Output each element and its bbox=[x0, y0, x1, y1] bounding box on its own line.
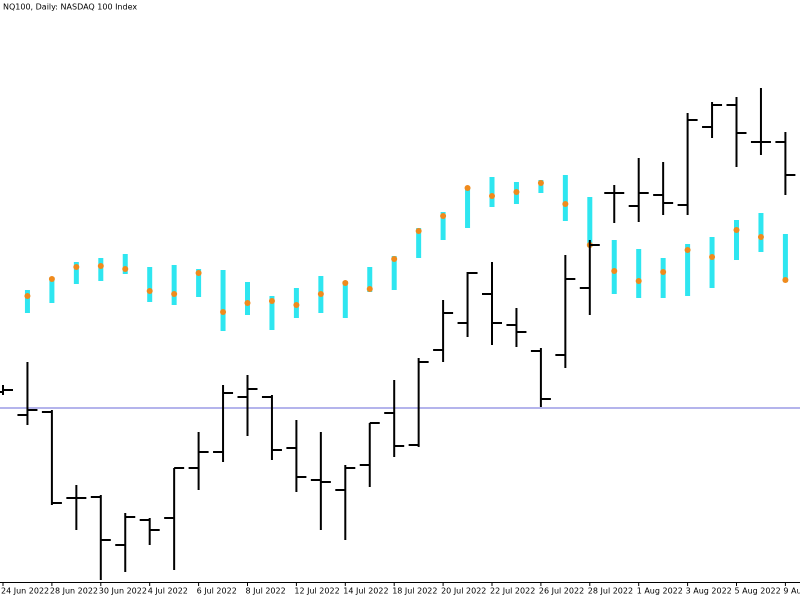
indicator-bar bbox=[538, 180, 544, 193]
indicator-dot bbox=[709, 254, 716, 260]
x-tick-label: 4 Jul 2022 bbox=[148, 587, 188, 596]
x-tick-label: 24 Jun 2022 bbox=[1, 587, 49, 596]
indicator-bar bbox=[122, 254, 128, 274]
chart-title: NQ100, Daily: NASDAQ 100 Index bbox=[3, 3, 137, 12]
indicator-bar bbox=[660, 258, 666, 298]
x-tick-label: 26 Jul 2022 bbox=[539, 587, 584, 596]
indicator-dot bbox=[635, 278, 642, 284]
x-tick-label: 8 Jul 2022 bbox=[246, 587, 286, 596]
indicator-dot bbox=[684, 247, 691, 253]
indicator-bar bbox=[734, 220, 739, 260]
x-tick-label: 20 Jul 2022 bbox=[441, 587, 486, 596]
indicator-bar bbox=[611, 240, 617, 294]
indicator-bar bbox=[367, 267, 373, 292]
indicator-bar bbox=[24, 290, 30, 313]
x-tick-label: 12 Jul 2022 bbox=[294, 587, 339, 596]
x-tick-label: 14 Jul 2022 bbox=[343, 587, 388, 596]
x-tick-label: 18 Jul 2022 bbox=[392, 587, 437, 596]
indicator-dot bbox=[73, 264, 80, 270]
indicator-dot bbox=[122, 266, 129, 272]
indicator-bar bbox=[245, 282, 250, 315]
x-tick-label: 22 Jul 2022 bbox=[490, 587, 535, 596]
indicator-dot bbox=[171, 291, 178, 297]
x-tick-label: 30 Jun 2022 bbox=[99, 587, 147, 596]
indicator-bar bbox=[171, 265, 177, 305]
indicator-dot bbox=[562, 201, 569, 207]
indicator-dot bbox=[97, 263, 104, 269]
indicator-dot bbox=[464, 185, 471, 191]
indicator-dot bbox=[342, 280, 349, 286]
indicator-dot bbox=[513, 189, 520, 195]
indicator-dot bbox=[391, 256, 398, 262]
indicator-bar bbox=[342, 281, 348, 318]
indicator-dot bbox=[146, 288, 153, 294]
indicator-dot bbox=[24, 293, 31, 299]
indicator-bar bbox=[709, 237, 715, 288]
x-tick-label: 9 Aug 2022 bbox=[783, 587, 800, 596]
indicator-bar bbox=[782, 234, 788, 282]
indicator-bar bbox=[636, 249, 642, 298]
indicator-dot bbox=[660, 269, 667, 275]
indicator-bar bbox=[391, 256, 397, 290]
x-tick-label: 28 Jun 2022 bbox=[50, 587, 98, 596]
indicator-dot bbox=[782, 277, 789, 283]
indicator-dot bbox=[489, 193, 495, 199]
indicator-dot bbox=[268, 298, 275, 304]
indicator-bar bbox=[220, 270, 226, 331]
x-tick-label: 5 Aug 2022 bbox=[735, 587, 781, 596]
indicator-dot bbox=[537, 180, 544, 186]
indicator-dot bbox=[195, 270, 202, 276]
indicator-dot bbox=[317, 291, 324, 297]
indicator-bar bbox=[98, 258, 104, 281]
x-tick-label: 28 Jul 2022 bbox=[588, 587, 633, 596]
indicator-dot bbox=[733, 227, 740, 233]
indicator-dot bbox=[415, 228, 422, 234]
indicator-bar bbox=[416, 228, 422, 258]
indicator-dot bbox=[293, 302, 300, 308]
indicator-bar bbox=[440, 212, 446, 240]
indicator-bar bbox=[73, 262, 79, 284]
indicator-dot bbox=[757, 234, 764, 240]
indicator-bar bbox=[587, 197, 593, 247]
indicator-bar bbox=[147, 267, 153, 302]
indicator-dot bbox=[611, 268, 618, 274]
indicator-bar bbox=[196, 269, 202, 297]
indicator-dot bbox=[48, 276, 55, 282]
x-tick-label: 6 Jul 2022 bbox=[197, 587, 237, 596]
indicator-bar bbox=[465, 187, 471, 228]
indicator-bar bbox=[49, 277, 55, 303]
indicator-bar bbox=[269, 296, 275, 330]
indicator-dot bbox=[440, 213, 447, 219]
indicator-bar bbox=[758, 213, 764, 252]
indicator-bar bbox=[685, 244, 691, 296]
x-tick-label: 1 Aug 2022 bbox=[637, 587, 683, 596]
x-tick-label: 3 Aug 2022 bbox=[686, 587, 732, 596]
indicator-dot bbox=[244, 300, 251, 306]
indicator-dot bbox=[220, 309, 227, 315]
indicator-bar bbox=[489, 177, 495, 207]
indicator-bar bbox=[562, 175, 568, 221]
indicator-dot bbox=[366, 286, 373, 292]
